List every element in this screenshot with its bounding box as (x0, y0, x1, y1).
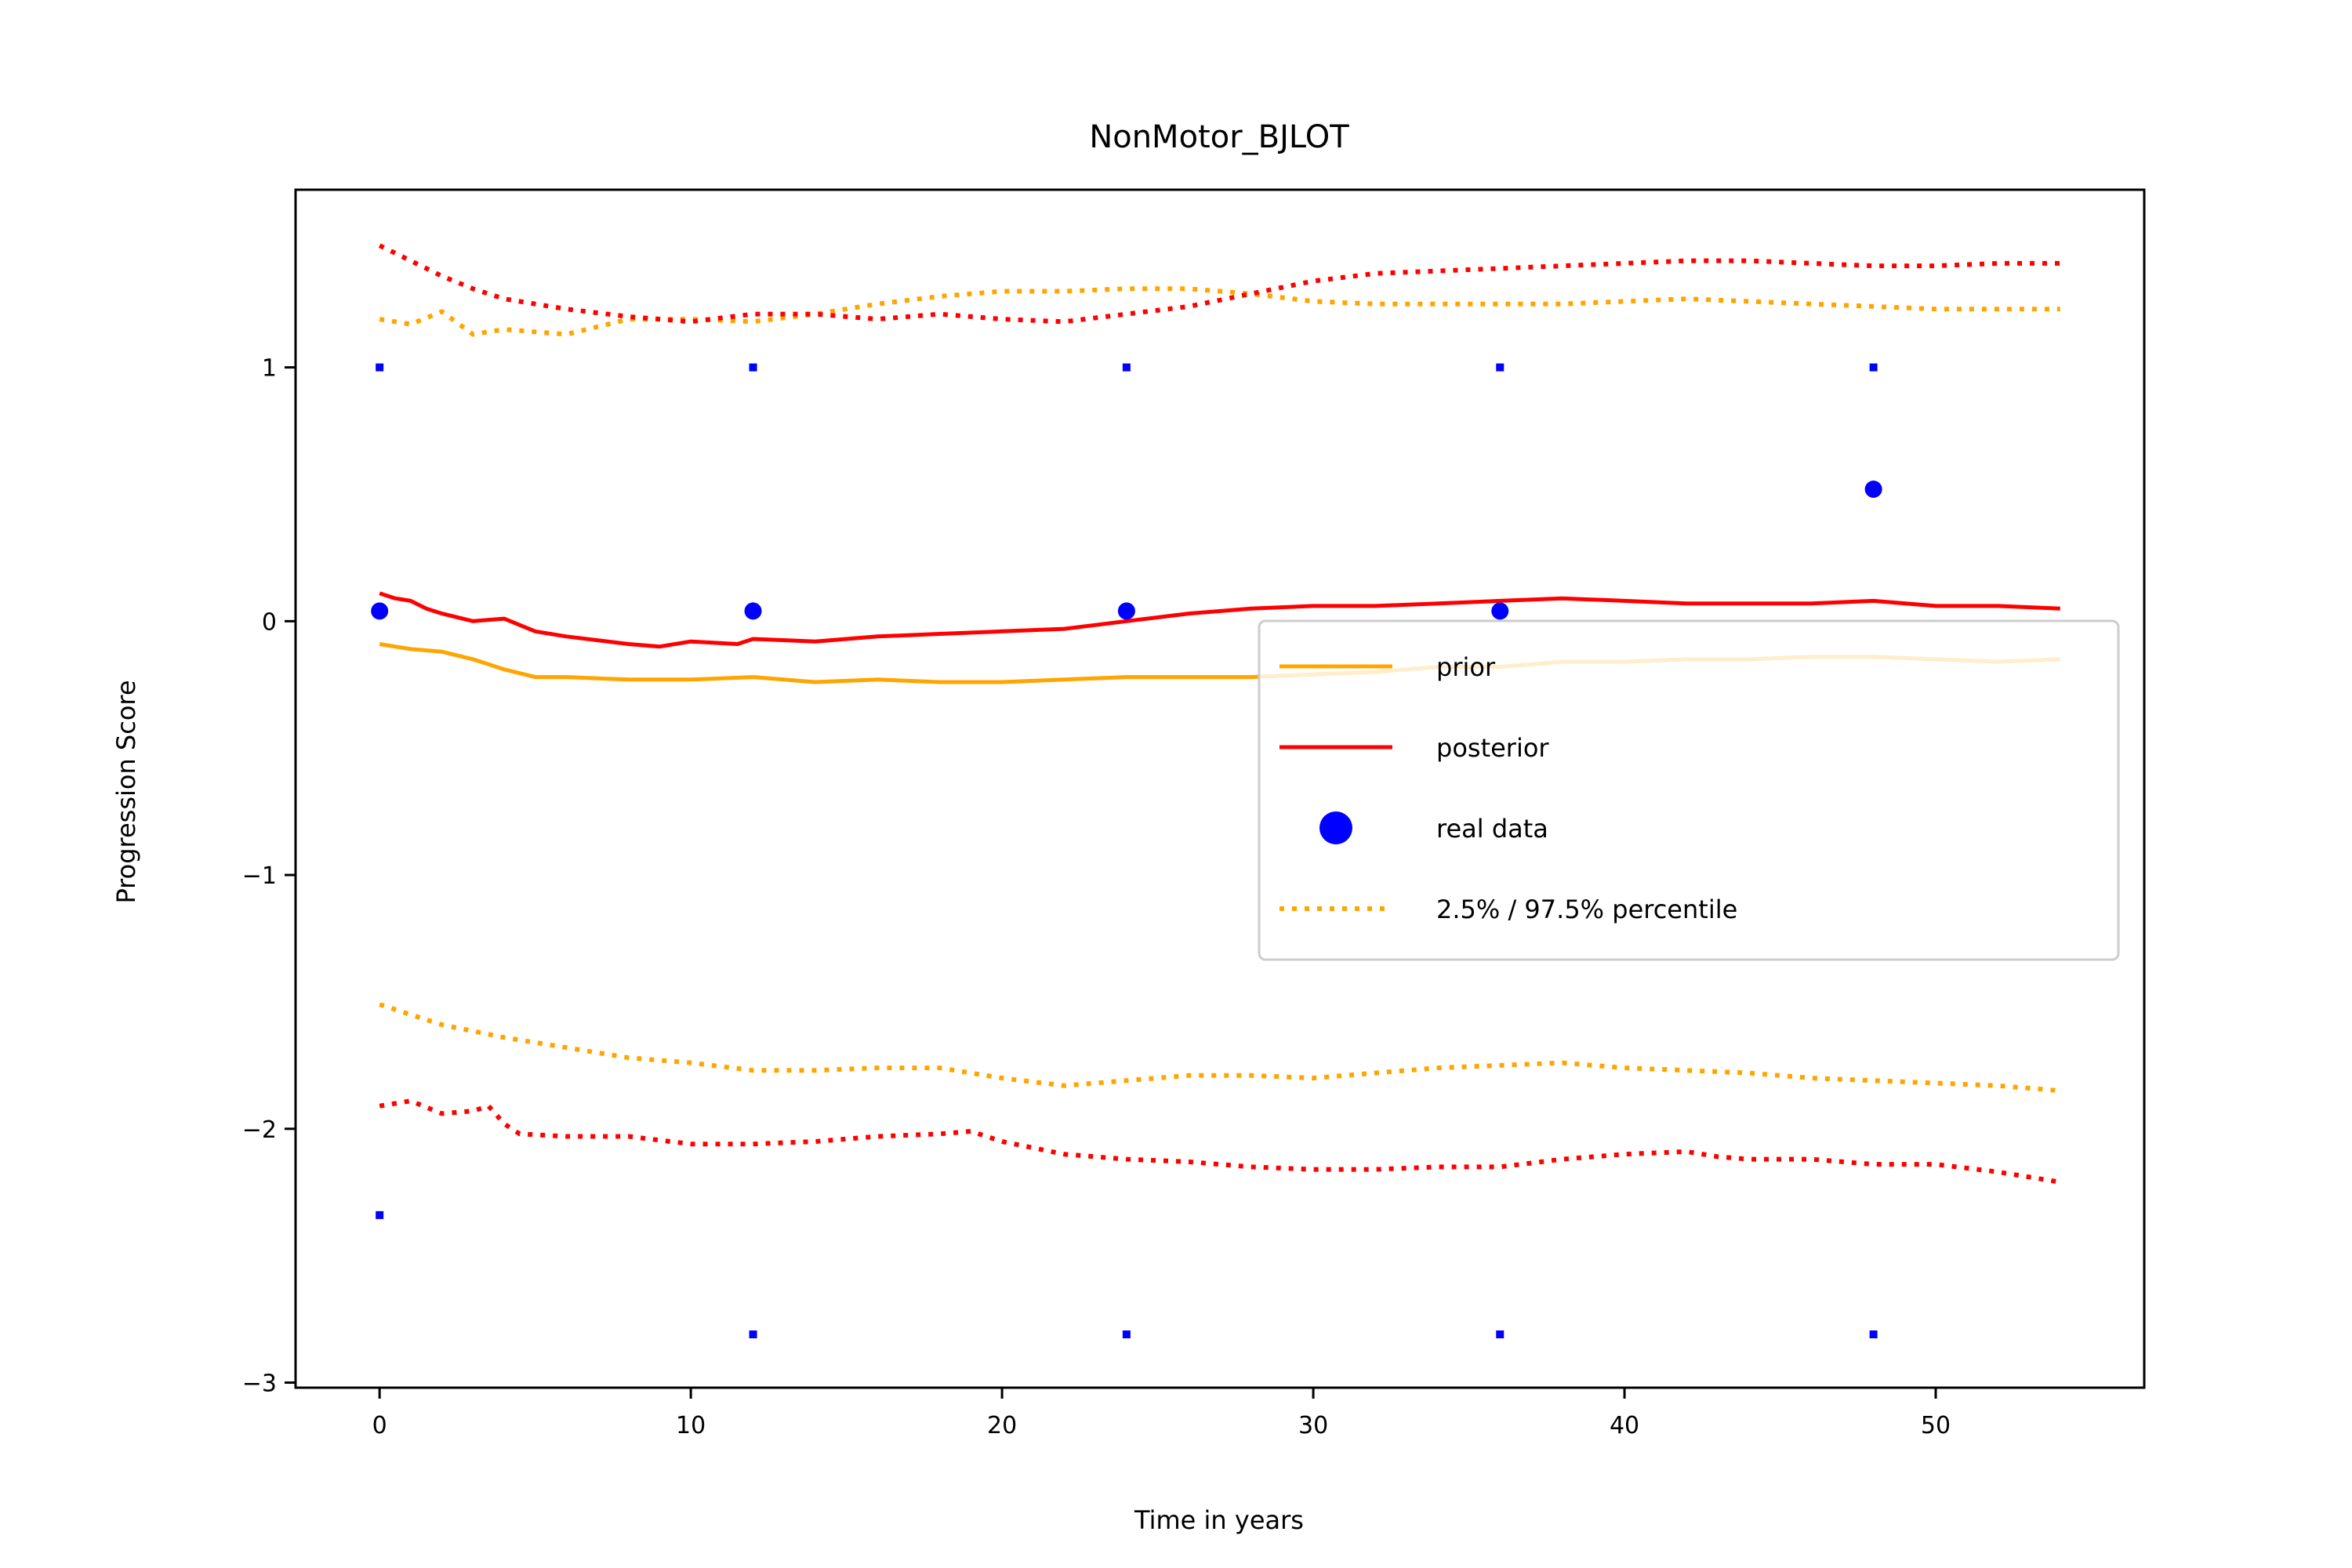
real-data-point (1864, 481, 1882, 498)
legend: prior posterior real data 2.5% / 97.5% perc… (1258, 619, 2120, 961)
y-tick-label: −1 (242, 862, 277, 890)
axes-frame (294, 188, 2146, 1389)
real-data-small-marker (749, 363, 757, 372)
real-data-small-marker (1496, 1330, 1504, 1339)
x-tick-label: 10 (676, 1412, 706, 1439)
real-data-small-marker (376, 1210, 384, 1219)
legend-real-data-label: real data (1436, 814, 1548, 844)
y-axis-title: Progression Score (111, 680, 141, 903)
real-data-point (1117, 602, 1135, 620)
y-tick-label: 1 (262, 355, 277, 383)
legend-posterior-label: posterior (1436, 733, 1549, 763)
real-data-small-marker (1869, 363, 1878, 372)
real-data-point (371, 602, 389, 620)
series-line-prior-97-5-percentile (379, 286, 2060, 337)
real-data-small-marker (1496, 363, 1504, 372)
x-axis-title: Time in years (1134, 1505, 1304, 1535)
real-data-small-marker (749, 1330, 757, 1339)
series-line-posterior-97-5-percentile (378, 243, 2060, 325)
real-data-point (1491, 602, 1509, 620)
real-data-small-marker (1869, 1330, 1878, 1339)
chart-title: NonMotor_BJLOT (1089, 119, 1349, 155)
x-tick-label: 0 (372, 1412, 387, 1439)
x-tick-label: 30 (1298, 1412, 1328, 1439)
real-data-small-marker (1122, 363, 1131, 372)
x-tick-label: 40 (1610, 1412, 1639, 1439)
y-tick-label: 0 (262, 608, 277, 636)
legend-real-data-swatch (1319, 811, 1352, 844)
legend-2-5-97-5-percentile-label: 2.5% / 97.5% percentile (1436, 895, 1737, 924)
real-data-small-marker (1122, 1330, 1131, 1339)
x-tick-label: 20 (987, 1412, 1017, 1439)
real-data-point (744, 602, 762, 620)
y-tick-label: −2 (242, 1116, 277, 1144)
y-tick-label: −3 (242, 1370, 277, 1398)
x-tick-label: 50 (1921, 1412, 1951, 1439)
legend-box (1258, 619, 2120, 961)
real-data-small-marker (376, 363, 384, 372)
series-line-posterior (379, 591, 2060, 649)
legend-prior-label: prior (1436, 652, 1496, 682)
